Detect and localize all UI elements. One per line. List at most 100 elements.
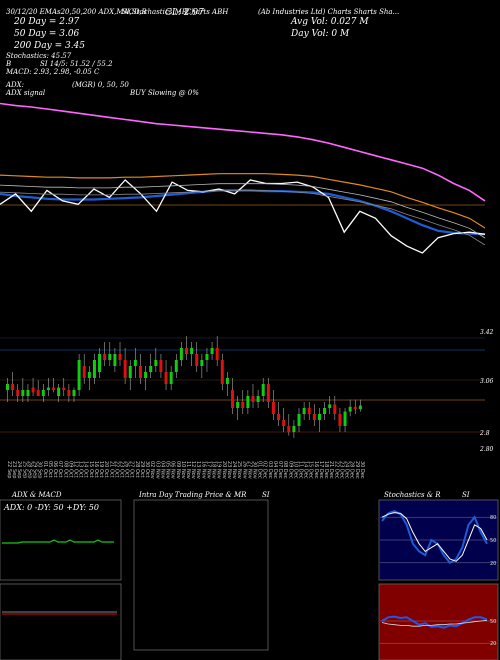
date-label: 30 Dec [359,461,365,479]
candle-body [205,354,209,360]
candle-body [353,406,357,410]
date-label: 21 Dec [328,461,334,479]
stoch-tick: 50 [490,538,496,544]
series-price [0,179,486,254]
date-label: 26 Oct [124,461,130,478]
candle-body [11,384,15,390]
date-label: 11 Nov [185,461,191,479]
date-label: 04 Dec [272,461,278,479]
candle-body [6,384,9,390]
candle-body [348,406,352,412]
date-label: 18 Dec [323,461,329,479]
date-label: 18 Nov [211,461,217,479]
candle-body [21,390,25,396]
candle-body [87,372,91,378]
si-title: SI [462,491,470,499]
band-line [0,190,486,246]
date-label: 05 Nov [165,461,171,479]
date-label: 29 Dec [354,461,360,479]
candle-body [138,366,142,378]
candle-body [41,390,45,396]
date-label: 17 Nov [205,461,211,479]
stoch-tick: 20 [490,561,496,567]
candle-body [343,411,347,426]
candle-body [149,366,153,372]
candle-body [108,354,112,360]
date-label: 08 Dec [282,461,288,479]
avg-volume: Avg Vol: 0.027 M [291,17,369,27]
candle-body [144,372,148,378]
ema50-label: 50 Day = 3.06 [14,29,80,39]
date-label: 28 Sep [26,461,32,478]
candle-body [154,360,158,366]
date-label: 23 Dec [338,461,344,479]
date-label: 09 Dec [287,461,293,479]
candle-body [236,402,240,408]
date-label: 13 Oct [78,461,84,478]
candle-body [292,426,296,432]
date-label: 07 Oct [57,461,63,478]
ticker-line: 30/12/20 EMAs20,50,200 ADX,MACD,B [6,8,147,16]
candle-body [98,354,102,372]
adx-line [2,539,114,544]
candle-body [16,390,20,396]
candle-body [312,414,316,420]
si-panel [378,583,499,660]
date-label: 03 Nov [154,461,160,479]
candle-body [251,396,255,402]
si-tick: 20 [490,641,496,647]
candle-body [164,372,168,384]
date-label: 08 Oct [62,461,68,478]
candle-body [297,414,301,426]
date-label: 28 Oct [134,461,140,478]
date-label: 02 Dec [262,461,268,479]
candle-body [271,402,275,414]
date-label: 03 Dec [267,461,273,479]
candle-body [195,354,199,366]
date-label: 24 Dec [344,461,350,479]
date-label: 27 Oct [129,461,135,478]
date-label: 10 Nov [180,461,186,479]
price-tick-4: 2.80 [480,446,494,453]
price-tick-2: 3.06 [480,378,494,385]
date-label: 04 Nov [159,461,165,479]
date-label: 25 Nov [236,461,242,479]
charts-label: Charts ABH [186,8,229,16]
date-label: 25 Sep [21,461,27,478]
candle-body [261,384,265,396]
date-label: 23 Sep [11,461,17,478]
candle-body [169,372,173,384]
date-label: 12 Nov [190,461,196,479]
date-label: 06 Oct [52,461,58,478]
date-label: 19 Oct [98,461,104,478]
date-label: 12 Oct [72,461,78,478]
stoch-d [381,512,488,562]
candle-body [179,348,183,360]
candle-body [46,387,50,390]
intraday-title: Intra Day Trading Price & MR [139,491,247,499]
candle-body [266,384,270,402]
candle-body [72,390,76,396]
date-label: 29 Oct [139,461,145,478]
adx-macd-title: ADX & MACD [12,491,62,499]
band-line [0,183,486,239]
candle-body [220,360,224,384]
ema200-label: 200 Day = 3.45 [14,41,86,51]
date-label: 01 Oct [42,461,48,478]
ema20-label: 20 Day = 2.97 [14,17,80,27]
series-200-day [0,102,486,202]
candle-body [159,360,163,372]
candle-body [103,354,107,360]
date-label: 24 Sep [16,461,22,478]
candle-body [358,405,362,410]
candle-body [82,366,86,378]
date-label: 30 Nov [251,461,257,479]
date-label: 11 Dec [298,461,304,479]
date-label: 26 Nov [241,461,247,479]
candle-body [287,426,291,432]
candle-body [26,390,30,396]
adx-values: ADX: 0 -DY: 50 +DY: 50 [4,503,99,512]
date-label: 10 Dec [292,461,298,479]
date-label: 05 Oct [47,461,53,478]
